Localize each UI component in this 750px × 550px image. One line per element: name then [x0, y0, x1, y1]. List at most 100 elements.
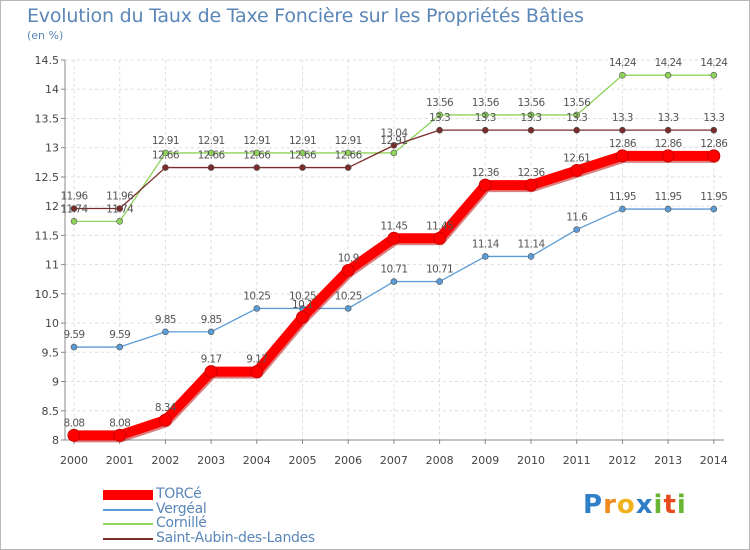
data-point-verg-al	[573, 226, 581, 233]
data-label-verg-al: 11.95	[700, 191, 727, 203]
data-point-saint-aubin-des-landes	[573, 126, 581, 134]
chart-title: Evolution du Taux de Taxe Foncière sur l…	[27, 5, 584, 27]
data-label-torc-: 8.08	[64, 417, 85, 429]
data-label-saint-aubin-des-landes: 13.04	[380, 127, 408, 139]
data-point-verg-al	[116, 343, 123, 351]
data-point-verg-al	[619, 205, 626, 213]
x-tick-label: 2002	[151, 454, 179, 467]
data-label-cornill-: 13.56	[563, 97, 591, 109]
x-tick-label: 2007	[380, 454, 408, 467]
y-tick-label: 13	[45, 142, 59, 155]
logo-letter: P	[583, 490, 604, 520]
data-label-verg-al: 10.25	[289, 290, 316, 302]
data-label-cornill-: 13.56	[472, 97, 500, 109]
data-point-verg-al	[664, 205, 672, 213]
x-tick-label: 2006	[334, 454, 362, 467]
data-label-torc-: 12.86	[700, 138, 728, 150]
y-tick-label: 11.5	[35, 229, 60, 242]
y-tick-label: 13.5	[35, 112, 60, 125]
data-label-saint-aubin-des-landes: 13.3	[658, 112, 679, 124]
x-tick-label: 2009	[471, 454, 499, 467]
data-point-saint-aubin-des-landes	[481, 126, 489, 134]
logo-letter: x	[635, 490, 654, 520]
data-point-cornill-	[664, 71, 672, 79]
data-point-verg-al	[481, 253, 489, 260]
data-point-torc-	[250, 365, 264, 379]
data-point-torc-	[707, 149, 721, 163]
data-label-verg-al: 11.95	[655, 191, 682, 203]
data-point-verg-al	[207, 328, 215, 336]
legend-label: Saint-Aubin-des-Landes	[156, 530, 315, 546]
data-point-saint-aubin-des-landes	[116, 205, 123, 212]
data-point-cornill-	[344, 149, 352, 157]
data-point-verg-al	[344, 305, 352, 312]
data-label-torc-: 11.45	[380, 220, 407, 232]
data-point-cornill-	[207, 149, 215, 157]
y-tick-label: 14	[45, 83, 59, 96]
data-point-cornill-	[390, 149, 398, 157]
data-point-cornill-	[573, 111, 581, 119]
data-point-cornill-	[162, 149, 169, 157]
x-tick-label: 2008	[426, 454, 454, 467]
y-tick-label: 14.5	[35, 54, 60, 67]
logo-letter: i	[676, 490, 687, 520]
data-label-cornill-: 14.24	[700, 57, 728, 69]
data-label-verg-al: 11.95	[609, 191, 636, 203]
data-label-verg-al: 10.71	[380, 264, 407, 276]
legend-swatch	[103, 538, 153, 540]
data-point-verg-al	[70, 343, 78, 351]
data-point-saint-aubin-des-landes	[253, 164, 261, 171]
y-tick-label: 8.5	[42, 405, 60, 418]
data-label-torc-: 8.08	[109, 417, 130, 429]
data-point-cornill-	[436, 111, 443, 119]
x-tick-label: 2012	[608, 454, 636, 467]
data-label-saint-aubin-des-landes: 13.3	[566, 112, 587, 124]
x-tick-label: 2010	[517, 454, 545, 467]
data-point-saint-aubin-des-landes	[207, 164, 215, 171]
data-label-verg-al: 9.85	[201, 314, 222, 326]
x-tick-label: 2001	[106, 454, 134, 467]
data-label-torc-: 12.86	[609, 138, 637, 150]
data-label-verg-al: 9.59	[109, 329, 130, 341]
data-label-verg-al: 11.14	[517, 238, 545, 250]
x-tick-label: 2004	[243, 454, 271, 467]
chart-subtitle: (en %)	[27, 29, 64, 42]
data-label-cornill-: 12.91	[335, 135, 362, 147]
x-tick-label: 2011	[563, 454, 591, 467]
data-point-saint-aubin-des-landes	[162, 164, 169, 171]
data-label-saint-aubin-des-landes: 13.3	[703, 112, 724, 124]
data-label-torc-: 11.45	[426, 220, 453, 232]
y-tick-label: 10	[45, 317, 59, 330]
y-tick-label: 8	[52, 434, 59, 447]
legend-label: TORCé	[156, 486, 202, 502]
data-label-cornill-: 14.24	[655, 57, 683, 69]
data-label-saint-aubin-des-landes: 13.3	[475, 112, 496, 124]
data-label-cornill-: 13.56	[426, 97, 454, 109]
data-label-saint-aubin-des-landes: 13.3	[429, 112, 450, 124]
y-tick-label: 12.5	[35, 171, 60, 184]
data-point-torc-	[661, 149, 675, 163]
data-label-verg-al: 10.71	[426, 264, 453, 276]
data-point-torc-	[113, 428, 127, 442]
data-label-cornill-: 13.56	[517, 97, 545, 109]
data-point-torc-	[478, 178, 492, 192]
legend-label: Vergéal	[156, 501, 207, 517]
data-point-cornill-	[710, 71, 718, 79]
data-label-saint-aubin-des-landes: 11.96	[60, 190, 88, 202]
data-point-cornill-	[481, 111, 489, 119]
data-point-torc-	[524, 178, 538, 192]
data-label-cornill-: 12.91	[152, 135, 179, 147]
y-tick-label: 12	[45, 200, 59, 213]
data-label-cornill-: 11.74	[106, 203, 134, 215]
data-label-cornill-: 12.91	[198, 135, 225, 147]
data-point-verg-al	[390, 278, 398, 285]
data-point-saint-aubin-des-landes	[527, 126, 535, 134]
data-point-saint-aubin-des-landes	[619, 126, 626, 134]
data-point-saint-aubin-des-landes	[710, 126, 718, 134]
data-point-torc-	[387, 231, 401, 245]
data-label-cornill-: 14.24	[609, 57, 637, 69]
data-label-saint-aubin-des-landes: 11.96	[106, 190, 134, 202]
data-label-verg-al: 9.59	[64, 329, 85, 341]
logo-letter: t	[663, 490, 677, 520]
